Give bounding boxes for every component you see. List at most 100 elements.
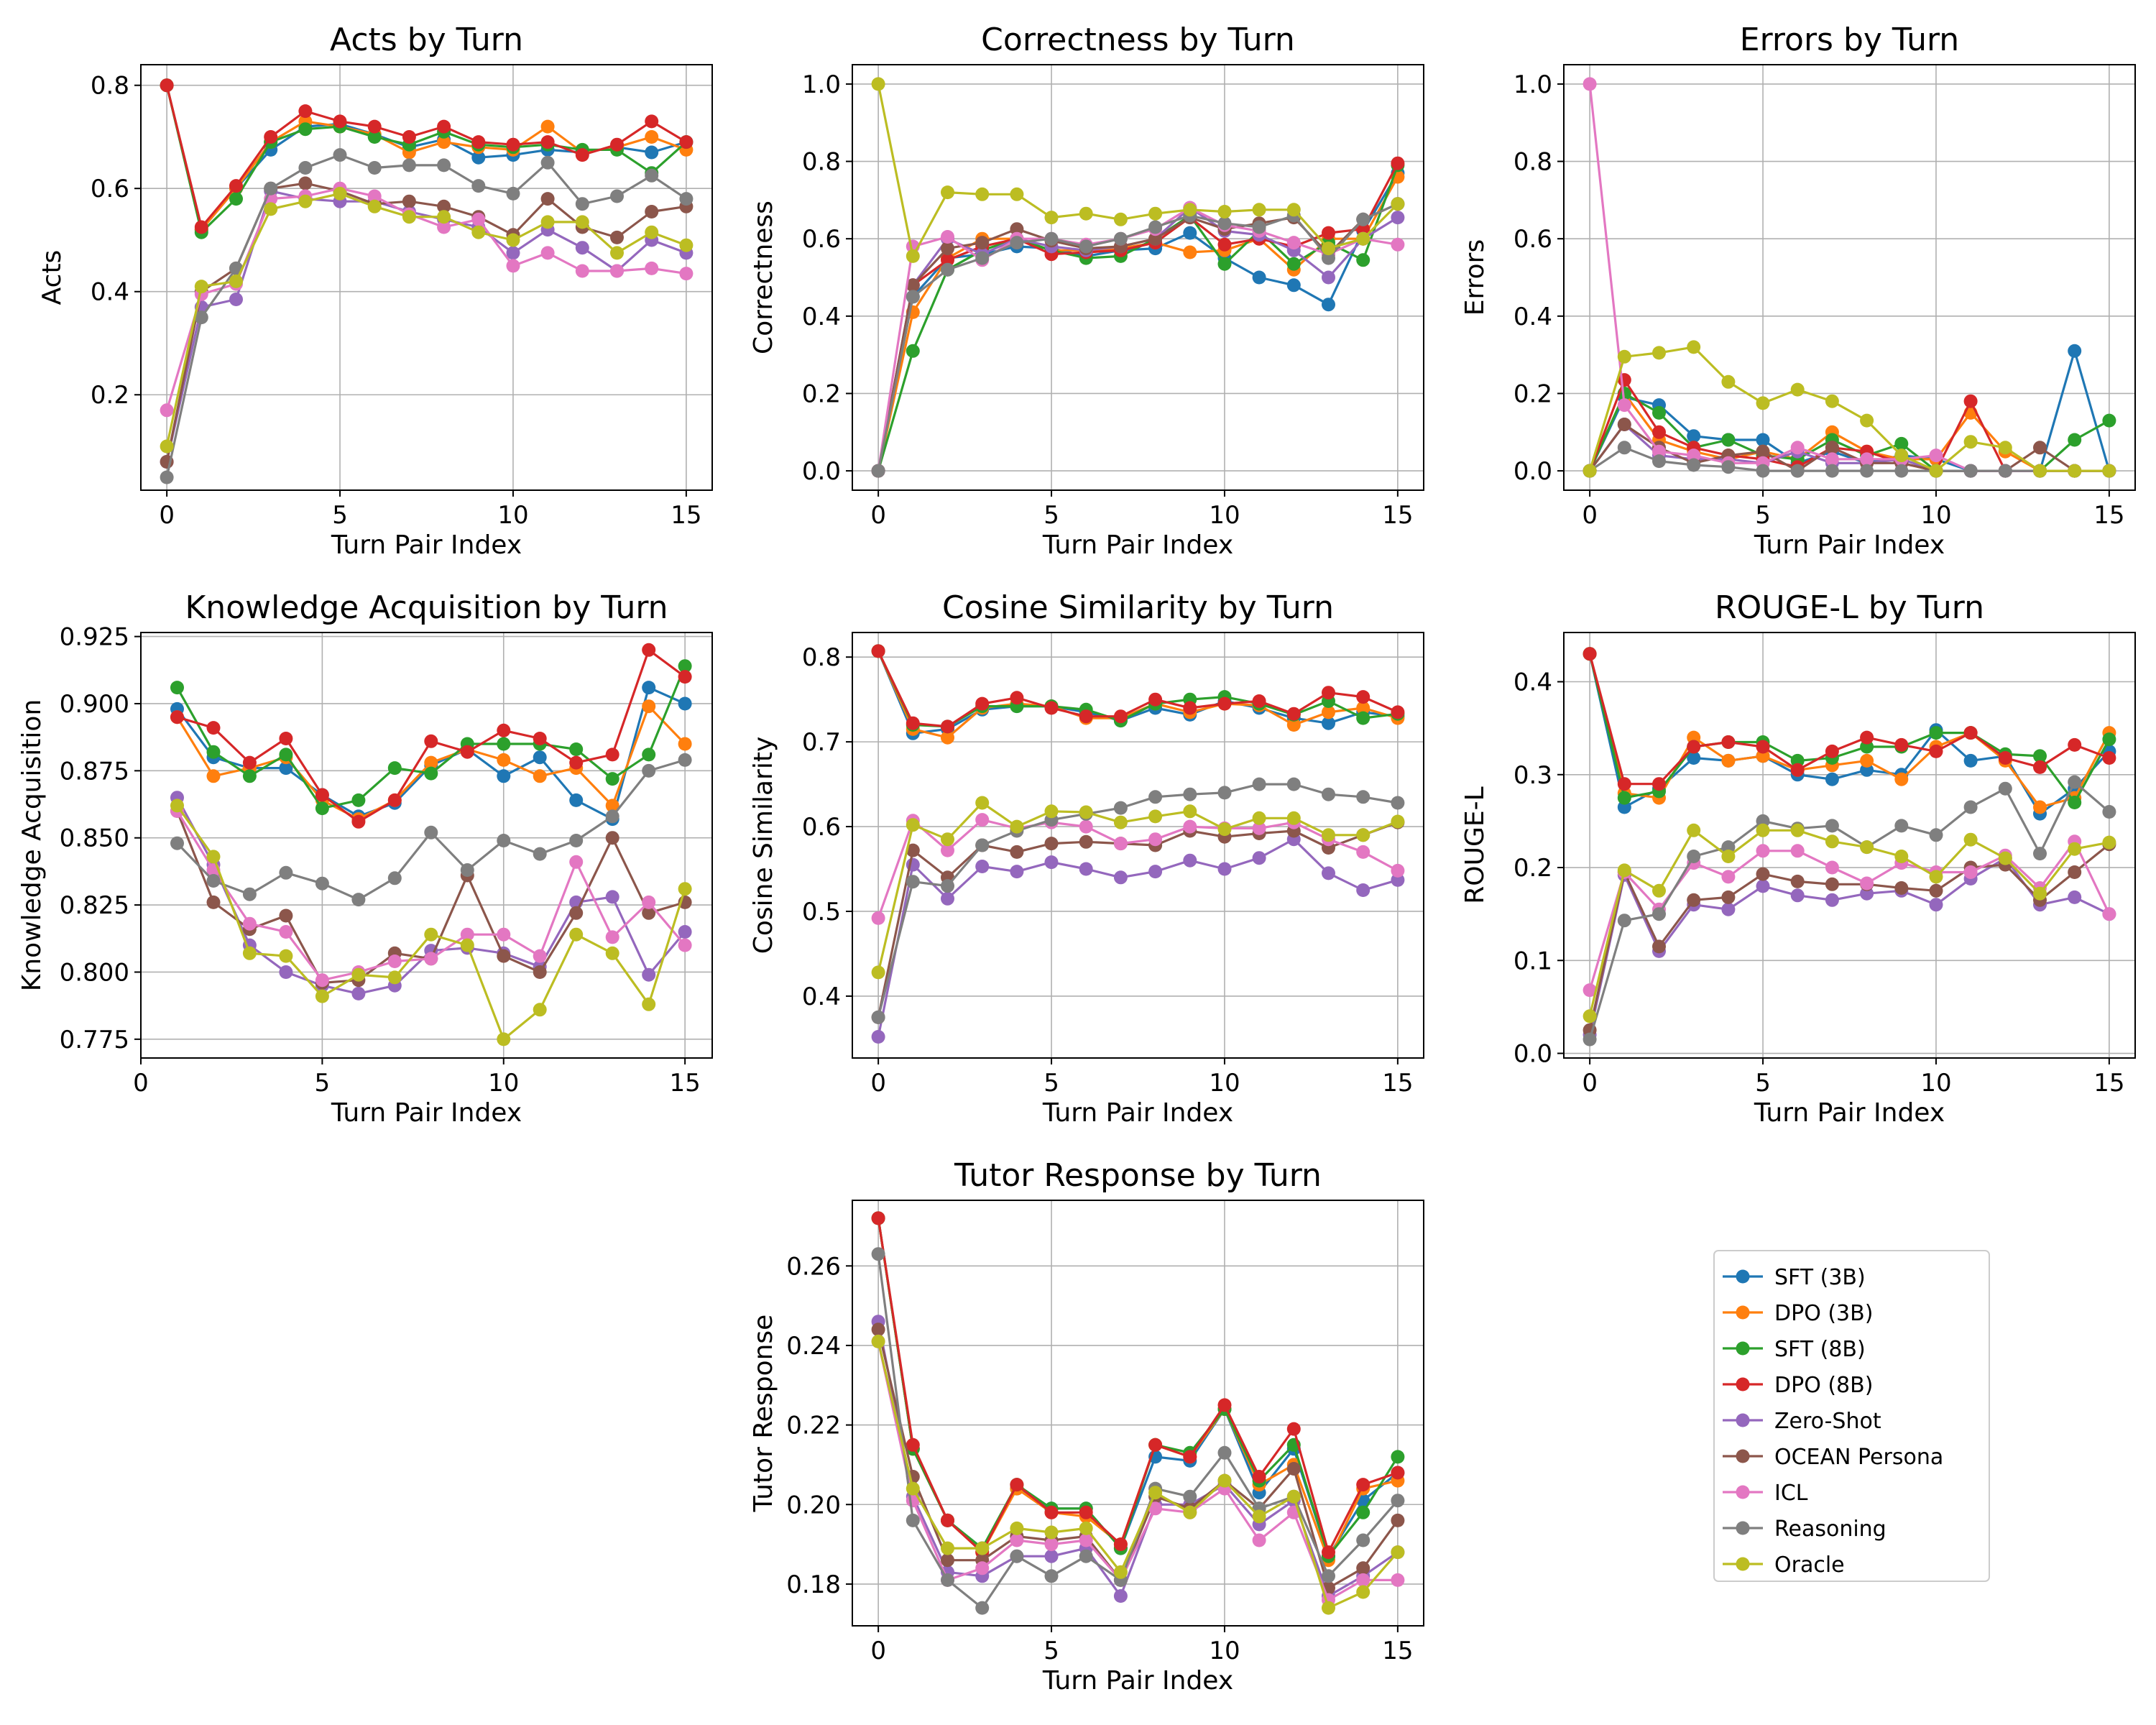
data-point (298, 122, 313, 137)
data-point (1044, 211, 1059, 225)
data-point (279, 732, 293, 745)
data-point (1617, 777, 1631, 791)
y-axis-label: ROUGE-L (1460, 786, 1490, 903)
data-point (160, 78, 174, 93)
data-point (170, 836, 184, 850)
data-point (941, 879, 954, 893)
data-point (605, 831, 619, 845)
data-point (540, 119, 555, 134)
data-point (206, 850, 221, 864)
data-point (424, 734, 438, 748)
data-point (497, 1032, 511, 1046)
data-point (1583, 647, 1597, 661)
data-point (242, 769, 257, 783)
data-point (1286, 777, 1301, 791)
data-point (1010, 819, 1024, 834)
data-point (871, 1010, 885, 1024)
data-point (1356, 1561, 1370, 1576)
series-line (877, 650, 1399, 728)
series-oracle (160, 186, 694, 454)
y-tick-label: 0.800 (60, 958, 129, 987)
data-point (1825, 441, 1839, 455)
y-tick-label: 0.0 (1514, 457, 1552, 486)
data-point (1322, 686, 1335, 700)
data-point (533, 1003, 547, 1017)
data-point (1113, 212, 1128, 226)
data-point (460, 938, 474, 952)
data-point (1148, 1501, 1163, 1516)
x-tick-label: 5 (1755, 1069, 1771, 1098)
y-tick-label: 0.4 (802, 983, 841, 1011)
data-point (871, 1322, 885, 1337)
series-line (165, 85, 687, 234)
series-line (165, 85, 687, 231)
data-point (1721, 460, 1736, 474)
data-point (871, 1247, 885, 1261)
data-point (1113, 1589, 1128, 1603)
data-point (437, 119, 451, 134)
data-point (1929, 464, 1943, 478)
data-point (1687, 850, 1701, 863)
data-point (1687, 429, 1701, 443)
series-zero-shot (871, 832, 1405, 1044)
data-point (1894, 436, 1909, 451)
legend-marker (1736, 1341, 1750, 1356)
data-point (1252, 270, 1266, 285)
data-point (229, 179, 243, 193)
data-point (1583, 1032, 1597, 1046)
data-point (506, 246, 520, 260)
data-point (1322, 866, 1335, 880)
plot-frame (140, 632, 713, 1059)
data-point (1010, 691, 1024, 705)
data-point (2033, 760, 2047, 774)
data-point (975, 796, 990, 810)
data-point (1825, 744, 1839, 758)
series-oracle (1583, 340, 2116, 478)
data-point (1286, 278, 1301, 293)
legend: SFT (3B) DPO (3B) SFT (8B) DPO (8B) Zero-Sho… (1713, 1250, 1990, 1582)
data-point (1217, 696, 1232, 711)
data-point (533, 769, 547, 783)
data-point (424, 755, 438, 770)
data-point (1356, 828, 1370, 842)
chart-panel-3: 0 5 10 15 0.0 0.2 0.4 0.6 0.8 1.0 Errors by Turn Tu… (1460, 22, 2136, 560)
data-point (170, 710, 184, 724)
data-point (1044, 837, 1059, 851)
y-tick-label: 0.900 (60, 690, 129, 719)
data-point (569, 906, 584, 920)
data-point (1998, 464, 2012, 478)
data-point (941, 719, 954, 734)
data-point (1322, 828, 1335, 842)
y-tick-label: 0.26 (786, 1252, 841, 1281)
data-point (1998, 781, 2012, 796)
data-point (402, 130, 416, 144)
y-tick-label: 0.4 (1514, 303, 1552, 331)
data-point (2102, 732, 2116, 747)
data-point (264, 181, 278, 196)
data-point (1929, 448, 1943, 463)
data-point (906, 843, 920, 857)
data-point (2102, 907, 2116, 921)
data-point (471, 212, 486, 226)
series-line (877, 1254, 1399, 1609)
data-point (367, 199, 382, 213)
data-point (941, 832, 954, 847)
chart-title: Acts by Turn (330, 22, 523, 58)
data-point (1929, 828, 1943, 842)
data-point (975, 1541, 990, 1555)
data-point (460, 927, 474, 942)
data-point (2033, 886, 2047, 901)
data-point (1356, 222, 1370, 236)
data-point (1356, 1505, 1370, 1519)
data-point (605, 772, 619, 786)
data-point (941, 891, 954, 906)
data-point (1687, 340, 1701, 354)
legend-marker (1736, 1305, 1750, 1320)
plot-frame (1563, 64, 2136, 491)
data-point (906, 875, 920, 889)
legend-frame (1713, 1250, 1990, 1582)
data-point (941, 1553, 954, 1568)
data-point (610, 137, 624, 152)
y-axis-label: Acts (37, 250, 67, 305)
x-tick-label: 5 (1044, 1637, 1059, 1665)
